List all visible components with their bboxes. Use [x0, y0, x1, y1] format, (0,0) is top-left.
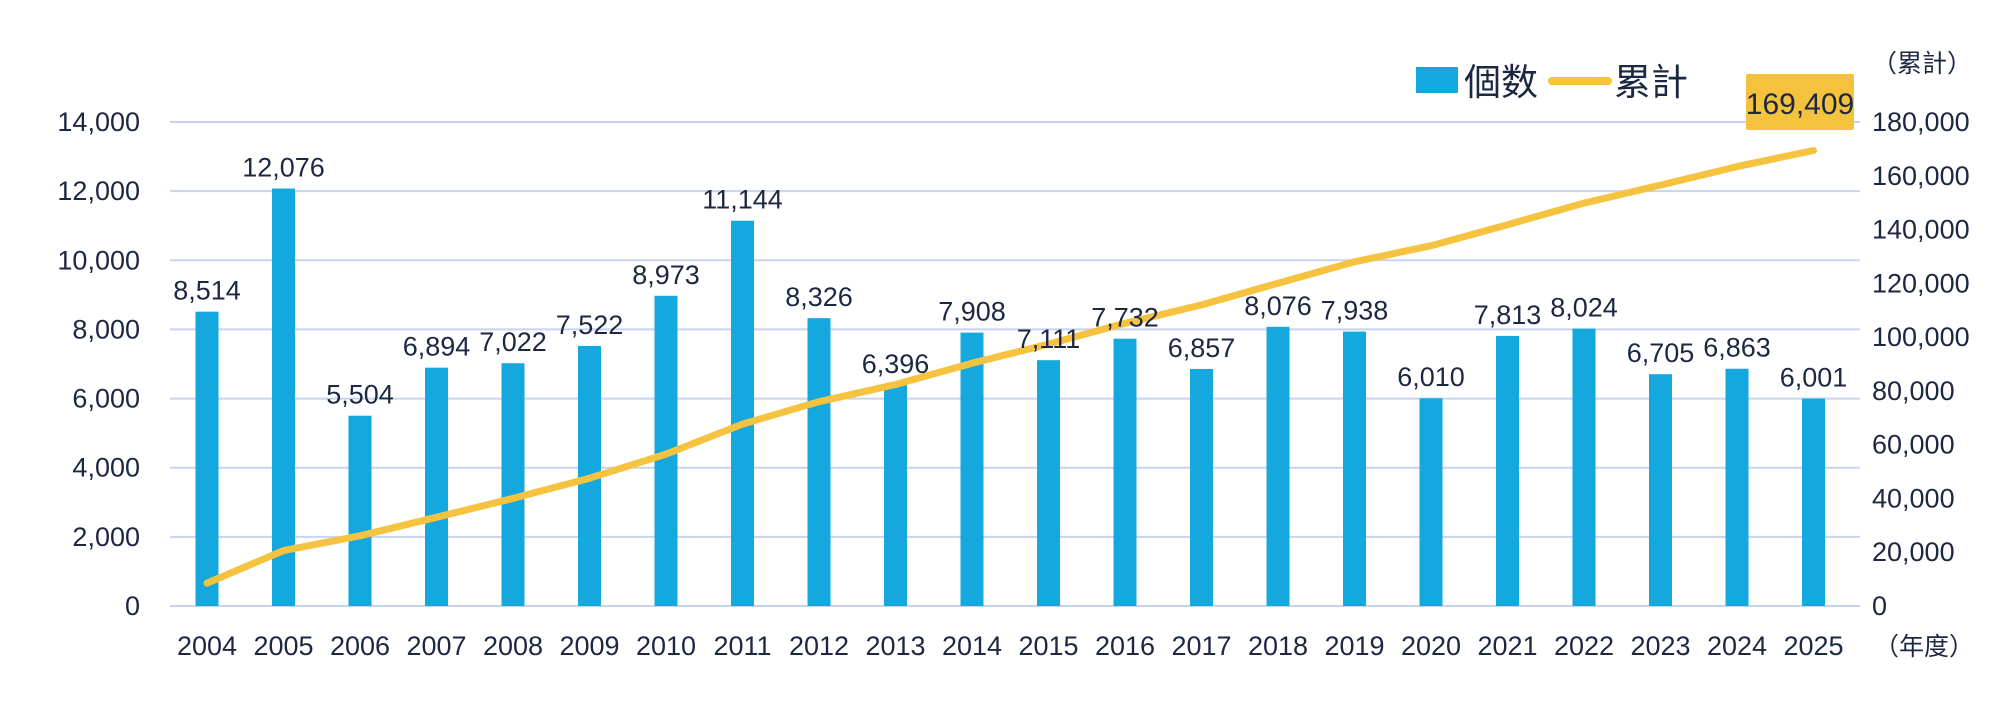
year-label: 2007: [406, 631, 466, 661]
bar-value-label: 7,022: [479, 327, 547, 357]
left-axis-tick: 8,000: [72, 314, 140, 344]
year-label: 2022: [1554, 631, 1614, 661]
bar-2006: [348, 415, 372, 606]
year-label: 2005: [253, 631, 313, 661]
x-axis-title: （年度）: [1874, 633, 1974, 661]
bar-value-label: 5,504: [326, 380, 394, 410]
bar-2021: [1496, 335, 1519, 606]
right-axis-tick: 40,000: [1872, 483, 1955, 513]
bar-value-label: 7,938: [1321, 296, 1389, 326]
bar-2025: [1802, 398, 1825, 606]
right-axis-tick: 60,000: [1872, 430, 1955, 460]
annotation-background: [1746, 74, 1854, 130]
bar-value-label: 6,705: [1627, 338, 1695, 368]
year-label: 2009: [559, 631, 619, 661]
bar-2020: [1419, 398, 1443, 606]
year-label: 2023: [1630, 631, 1690, 661]
bar-value-label: 12,076: [242, 153, 325, 183]
bar-2022: [1572, 328, 1596, 606]
bar-2007: [425, 367, 448, 606]
bar-2017: [1190, 368, 1213, 606]
plot-area: 0 2,000 4,000 6,000 8,000 10,000 12,000 14,000 0…: [57, 107, 1969, 661]
year-label: 2010: [636, 631, 696, 661]
year-label: 2004: [177, 631, 237, 661]
year-label: 2013: [865, 631, 925, 661]
bar-value-label: 6,863: [1703, 333, 1771, 363]
left-axis-tick: 6,000: [72, 384, 140, 414]
left-axis-tick: 12,000: [57, 176, 140, 206]
left-axis-tick: 0: [125, 591, 140, 621]
year-label: 2025: [1783, 631, 1843, 661]
bar-value-label: 6,894: [403, 332, 471, 362]
bar-value-label: 6,010: [1397, 362, 1465, 392]
bar-value-label: 11,144: [702, 185, 783, 215]
legend-label-bar: 個数: [1464, 62, 1538, 103]
bar-2012: [807, 318, 831, 606]
bar-2014: [960, 332, 984, 606]
year-label: 2019: [1324, 631, 1384, 661]
year-label: 2017: [1171, 631, 1231, 661]
bar-2016: [1113, 338, 1137, 606]
year-label: 2024: [1707, 631, 1767, 661]
year-label: 2006: [330, 631, 390, 661]
year-label: 2016: [1095, 631, 1155, 661]
right-axis-tick: 20,000: [1872, 537, 1955, 567]
bar-value-label: 6,396: [862, 349, 930, 379]
bar-2019: [1343, 331, 1366, 606]
bar-value-label: 8,024: [1550, 293, 1618, 323]
year-label: 2015: [1018, 631, 1078, 661]
right-axis-tick: 160,000: [1872, 161, 1970, 191]
bar-value-label: 8,326: [785, 282, 853, 312]
legend-label-line: 累計: [1614, 62, 1688, 103]
bar-value-label: 7,522: [556, 310, 624, 340]
bar-2023: [1649, 374, 1672, 606]
year-label: 2008: [483, 631, 543, 661]
bar-value-label: 7,908: [938, 297, 1006, 327]
left-axis-tick: 4,000: [72, 453, 140, 483]
right-axis-tick: 80,000: [1872, 376, 1955, 406]
bar-value-label: 8,973: [632, 260, 700, 290]
bar-value-label: 8,076: [1244, 291, 1312, 321]
bar-value-label: 8,514: [173, 276, 241, 306]
year-label: 2020: [1401, 631, 1461, 661]
bar-series-swatch-icon: [1416, 67, 1458, 93]
left-axis-tick: 2,000: [72, 522, 140, 552]
bar-value-label: 7,111: [1017, 324, 1081, 354]
right-axis-title: （累計）: [1872, 50, 1972, 78]
bar-2018: [1266, 326, 1290, 606]
bar-2011: [731, 220, 754, 606]
cumulative-line: [203, 147, 1817, 587]
bar-2004: [195, 311, 219, 606]
bar-value-label: 7,813: [1474, 300, 1542, 330]
year-label: 2012: [789, 631, 849, 661]
year-label: 2018: [1248, 631, 1308, 661]
bar-value-label: 6,857: [1168, 333, 1236, 363]
right-axis-tick: 180,000: [1872, 107, 1970, 137]
left-axis-tick: 10,000: [57, 245, 140, 275]
right-axis-tick: 120,000: [1872, 268, 1970, 298]
year-label: 2014: [942, 631, 1002, 661]
bar-2008: [501, 363, 525, 606]
legend: 個数 累計: [1416, 62, 1688, 103]
bar-value-label: 6,001: [1780, 363, 1848, 393]
bar-2005: [272, 188, 295, 606]
right-axis-tick: 100,000: [1872, 322, 1970, 352]
right-axis-tick: 140,000: [1872, 215, 1970, 245]
bar-2024: [1725, 368, 1749, 606]
annotation-value: 169,409: [1746, 88, 1854, 121]
bar-2013: [884, 384, 907, 606]
annotation-box: 169,409: [1746, 74, 1854, 130]
right-axis-tick: 0: [1872, 591, 1887, 621]
year-label: 2011: [713, 631, 771, 661]
bar-2015: [1037, 360, 1060, 606]
year-label: 2021: [1477, 631, 1537, 661]
left-axis-tick: 14,000: [57, 107, 140, 137]
bar-value-label: 7,732: [1091, 303, 1159, 333]
